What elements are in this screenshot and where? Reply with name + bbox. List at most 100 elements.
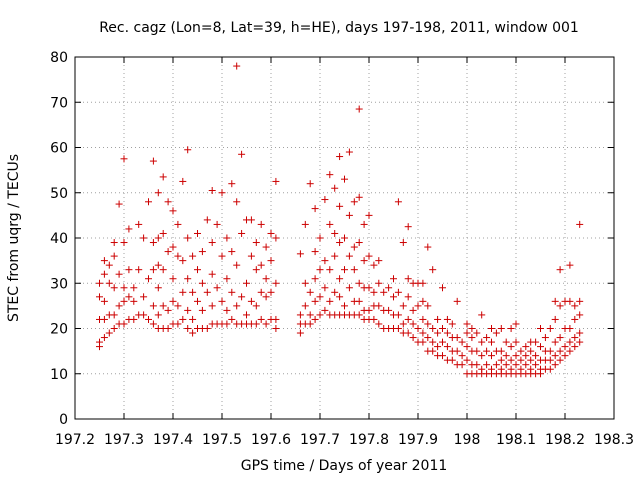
- data-point: [184, 234, 192, 242]
- data-point: [336, 153, 344, 161]
- data-point: [252, 302, 260, 310]
- data-point: [184, 306, 192, 314]
- data-point: [571, 343, 579, 351]
- data-point: [492, 329, 500, 337]
- data-point: [247, 297, 255, 305]
- data-point: [272, 177, 280, 185]
- data-point: [399, 302, 407, 310]
- data-point: [164, 306, 172, 314]
- data-point: [478, 365, 486, 373]
- data-point: [365, 306, 373, 314]
- data-point: [571, 315, 579, 323]
- x-tick-label: 197.9: [398, 432, 438, 448]
- data-point: [198, 306, 206, 314]
- data-point: [208, 302, 216, 310]
- data-point: [238, 150, 246, 158]
- data-point: [336, 202, 344, 210]
- data-point: [130, 315, 138, 323]
- data-point: [522, 352, 530, 360]
- data-point: [561, 343, 569, 351]
- data-point: [326, 220, 334, 228]
- data-point: [311, 275, 319, 283]
- data-point: [267, 229, 275, 237]
- data-point: [110, 284, 118, 292]
- data-point: [149, 302, 157, 310]
- data-point: [409, 306, 417, 314]
- data-point: [345, 148, 353, 156]
- data-point: [443, 329, 451, 337]
- data-point: [159, 266, 167, 274]
- data-point: [473, 347, 481, 355]
- data-point: [458, 352, 466, 360]
- data-point: [218, 189, 226, 197]
- data-point: [130, 284, 138, 292]
- data-point: [194, 266, 201, 274]
- data-point: [316, 234, 324, 242]
- data-point: [468, 334, 476, 342]
- data-point: [429, 266, 437, 274]
- data-point: [345, 252, 353, 260]
- data-point: [130, 297, 138, 305]
- data-point: [257, 220, 265, 228]
- data-point: [463, 343, 471, 351]
- data-point: [458, 338, 466, 346]
- data-point: [247, 216, 255, 224]
- data-point: [537, 325, 544, 332]
- data-point: [110, 252, 118, 260]
- data-point: [306, 311, 314, 319]
- data-point: [174, 252, 182, 260]
- data-point: [169, 275, 177, 283]
- data-point: [184, 275, 192, 283]
- data-point: [439, 284, 446, 292]
- data-point: [404, 329, 412, 337]
- data-point: [174, 320, 182, 328]
- data-point: [203, 325, 211, 332]
- data-point: [306, 320, 314, 328]
- data-point: [331, 252, 339, 260]
- data-point: [483, 334, 491, 342]
- data-point: [375, 257, 383, 265]
- data-point: [311, 315, 319, 323]
- data-point: [360, 257, 368, 265]
- data-point: [365, 252, 373, 260]
- x-tick-label: 198.2: [545, 432, 585, 448]
- data-point: [453, 334, 461, 342]
- data-point: [517, 365, 525, 373]
- data-point: [316, 266, 324, 274]
- y-tick-label: 70: [50, 95, 68, 111]
- data-point: [326, 266, 334, 274]
- y-tick-label: 10: [50, 367, 68, 383]
- data-point: [463, 320, 471, 328]
- data-point: [228, 288, 236, 296]
- y-tick-label: 0: [59, 412, 68, 428]
- data-point: [380, 288, 388, 296]
- data-point: [169, 243, 177, 251]
- data-point: [96, 293, 103, 301]
- data-point: [100, 257, 108, 265]
- data-point: [497, 325, 505, 332]
- data-point: [169, 297, 177, 305]
- data-point: [252, 239, 260, 247]
- x-tick-label: 197.7: [300, 432, 340, 448]
- data-point: [336, 275, 344, 283]
- data-point: [135, 220, 143, 228]
- data-point: [522, 343, 530, 351]
- data-point: [311, 297, 319, 305]
- data-point: [551, 338, 559, 346]
- data-point: [551, 297, 559, 305]
- data-point: [208, 186, 216, 194]
- data-point: [488, 352, 495, 360]
- y-tick-label: 30: [50, 276, 68, 292]
- data-point: [546, 356, 554, 364]
- data-point: [223, 275, 231, 283]
- data-point: [394, 198, 402, 206]
- data-point: [208, 270, 216, 278]
- data-point: [497, 365, 505, 373]
- data-point: [512, 352, 520, 360]
- data-point: [159, 173, 167, 181]
- data-point: [453, 347, 461, 355]
- data-point: [341, 302, 348, 310]
- data-point: [179, 177, 187, 185]
- data-point: [527, 365, 535, 373]
- data-point: [120, 155, 128, 163]
